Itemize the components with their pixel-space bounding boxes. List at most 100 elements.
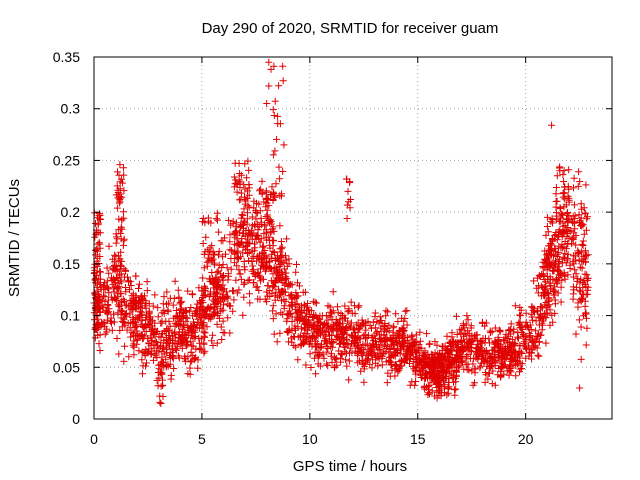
data-point <box>450 367 458 375</box>
data-point <box>270 193 278 201</box>
data-point <box>582 226 590 234</box>
data-point <box>293 261 300 268</box>
data-point <box>92 220 99 227</box>
data-point <box>445 375 453 383</box>
data-point <box>542 231 550 239</box>
data-point <box>219 261 227 269</box>
data-point <box>578 222 586 230</box>
data-point <box>267 220 275 228</box>
data-point <box>345 357 353 365</box>
data-point <box>215 228 223 236</box>
data-point <box>364 331 372 339</box>
data-point <box>344 187 352 195</box>
data-point <box>352 321 360 329</box>
data-point <box>549 318 557 326</box>
data-point <box>263 206 271 214</box>
data-point <box>399 328 407 336</box>
data-point <box>215 282 223 290</box>
data-point <box>116 195 124 203</box>
data-point <box>394 368 402 376</box>
data-point <box>212 298 220 306</box>
data-point <box>463 366 471 373</box>
data-point <box>386 354 394 361</box>
data-point <box>263 228 271 236</box>
data-point <box>359 346 367 354</box>
data-point <box>93 325 101 333</box>
data-point <box>483 362 491 370</box>
data-point <box>327 323 335 331</box>
data-point <box>186 364 194 372</box>
data-point <box>390 344 398 352</box>
data-point <box>520 338 528 346</box>
data-point <box>158 309 166 317</box>
data-point <box>516 320 524 328</box>
data-point <box>237 275 245 283</box>
data-point <box>126 286 133 294</box>
data-point <box>176 340 184 348</box>
data-point <box>175 328 183 336</box>
data-point <box>307 364 315 371</box>
data-point <box>527 326 535 333</box>
data-point <box>516 303 524 311</box>
data-point <box>113 182 121 190</box>
data-point <box>199 240 207 247</box>
data-point <box>214 216 221 224</box>
data-point <box>290 333 298 340</box>
data-point <box>343 201 351 209</box>
data-point <box>544 228 552 236</box>
data-point <box>208 337 216 345</box>
data-point <box>266 293 274 300</box>
data-point <box>256 238 264 246</box>
data-point <box>515 334 522 342</box>
data-point <box>496 327 504 335</box>
data-point <box>215 247 223 255</box>
data-point <box>221 295 228 303</box>
data-point <box>151 319 159 327</box>
data-point <box>153 327 161 335</box>
data-point <box>184 324 192 331</box>
data-point <box>114 168 121 176</box>
data-point <box>210 290 218 298</box>
data-point <box>565 194 573 202</box>
data-point <box>214 276 222 284</box>
data-point <box>127 282 135 289</box>
data-point <box>142 328 150 335</box>
data-point <box>305 340 313 348</box>
data-point <box>501 347 509 355</box>
data-point <box>481 357 489 365</box>
data-point <box>296 333 304 341</box>
data-point <box>235 266 243 274</box>
data-point <box>549 237 557 245</box>
data-point <box>457 338 465 346</box>
data-point <box>511 340 519 348</box>
data-point <box>254 269 262 277</box>
data-point <box>275 82 283 90</box>
data-point <box>116 185 124 193</box>
data-point <box>196 312 204 320</box>
data-point <box>544 302 552 310</box>
data-point <box>339 314 347 322</box>
data-point <box>170 365 178 372</box>
data-point <box>280 141 288 149</box>
data-point <box>223 288 230 296</box>
y-tick-labels: 0 0.05 0.1 0.15 0.2 0.25 0.3 0.35 <box>53 49 80 427</box>
data-point <box>156 398 164 406</box>
data-point <box>388 337 396 345</box>
data-point <box>578 240 586 248</box>
data-point <box>420 382 428 390</box>
data-point <box>548 121 556 129</box>
data-point <box>345 198 353 206</box>
data-point <box>171 277 179 285</box>
data-point <box>122 284 129 291</box>
data-point <box>378 361 386 369</box>
data-point <box>491 381 499 389</box>
data-point <box>433 394 441 402</box>
data-point <box>139 295 147 303</box>
data-point <box>516 312 524 320</box>
data-point <box>97 268 104 276</box>
data-point <box>117 261 124 269</box>
data-point <box>229 287 237 295</box>
data-point <box>466 346 474 354</box>
data-point <box>329 324 337 332</box>
data-point <box>259 248 267 256</box>
